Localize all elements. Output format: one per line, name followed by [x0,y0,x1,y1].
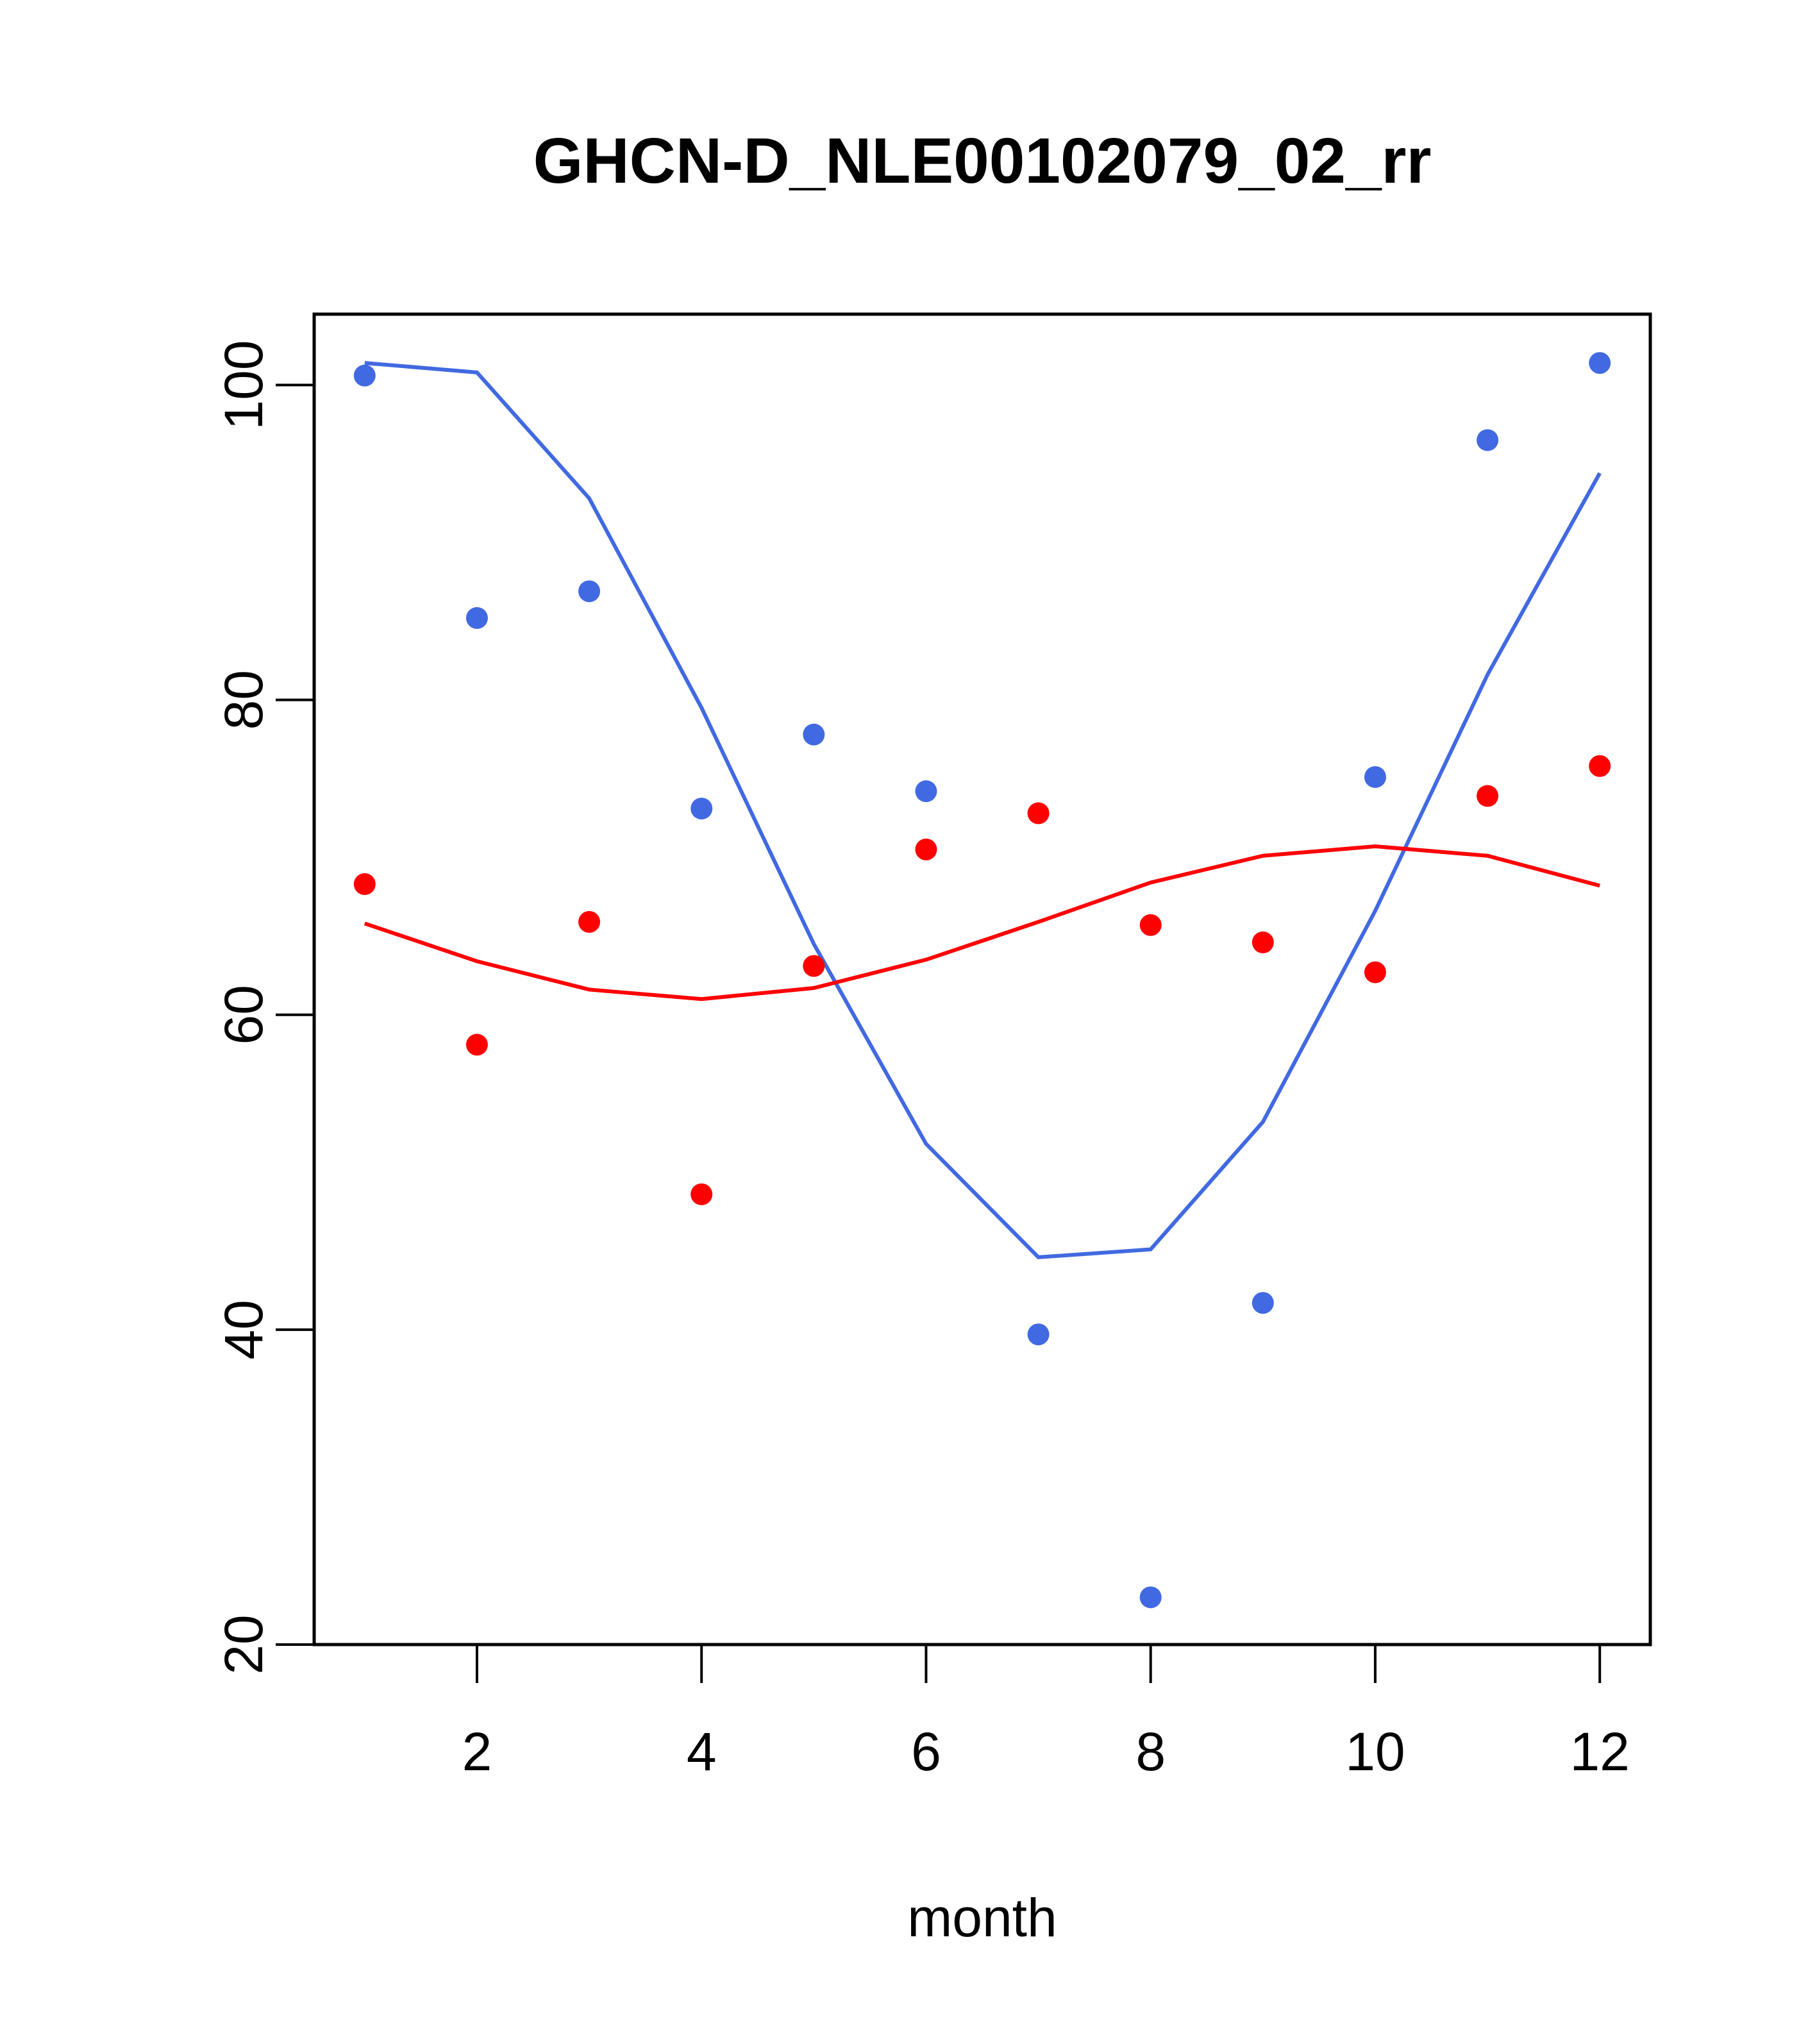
series-1-point [465,1034,488,1056]
series-0-point [1589,352,1611,374]
x-axis: 2 4 6 8 10 12 [462,1643,1630,1782]
y-tick-label: 100 [214,340,274,430]
series-1-point [1589,755,1611,777]
series-1-line [364,844,1600,1001]
y-tick-label: 60 [214,985,274,1044]
x-tick-label: 8 [1135,1721,1166,1782]
x-tick-label: 10 [1345,1721,1405,1782]
series-1-point [578,910,601,933]
series-1-point [691,1183,713,1205]
x-tick-label: 12 [1570,1721,1629,1782]
series-1-point [1139,914,1162,936]
series-0-point [1027,1323,1050,1346]
series-points [353,352,1611,1609]
series-1-point [1252,931,1274,953]
series-0-point [1139,1586,1162,1609]
y-tick-label: 40 [214,1300,274,1359]
x-tick-label: 4 [687,1721,717,1782]
series-1-point [353,873,376,895]
y-axis: 20 40 60 80 100 [214,340,315,1675]
series-1-point [1477,785,1499,807]
x-axis-label: month [907,1888,1057,1948]
series-0-point [1364,766,1386,788]
series-0-point [915,780,937,803]
series-1-point [1364,961,1386,984]
series-1-point [915,838,937,860]
chart-title: GHCN-D_NLE00102079_02_rr [533,125,1432,197]
series-lines [364,361,1602,1260]
series-1-point [803,955,825,977]
series-0-point [578,580,601,603]
series-0-point [1252,1292,1274,1314]
plot-frame [312,312,1652,1646]
series-0-point [803,723,825,746]
series-0-point [691,798,713,820]
x-tick-label: 2 [462,1721,492,1782]
series-0-line [364,361,1602,1260]
series-0-point [1477,429,1499,451]
y-tick-label: 20 [214,1614,274,1674]
y-tick-label: 80 [214,670,274,730]
series-1-point [1027,802,1050,825]
series-0-point [465,607,488,629]
series-0-point [353,364,376,387]
x-tick-label: 6 [911,1721,941,1782]
